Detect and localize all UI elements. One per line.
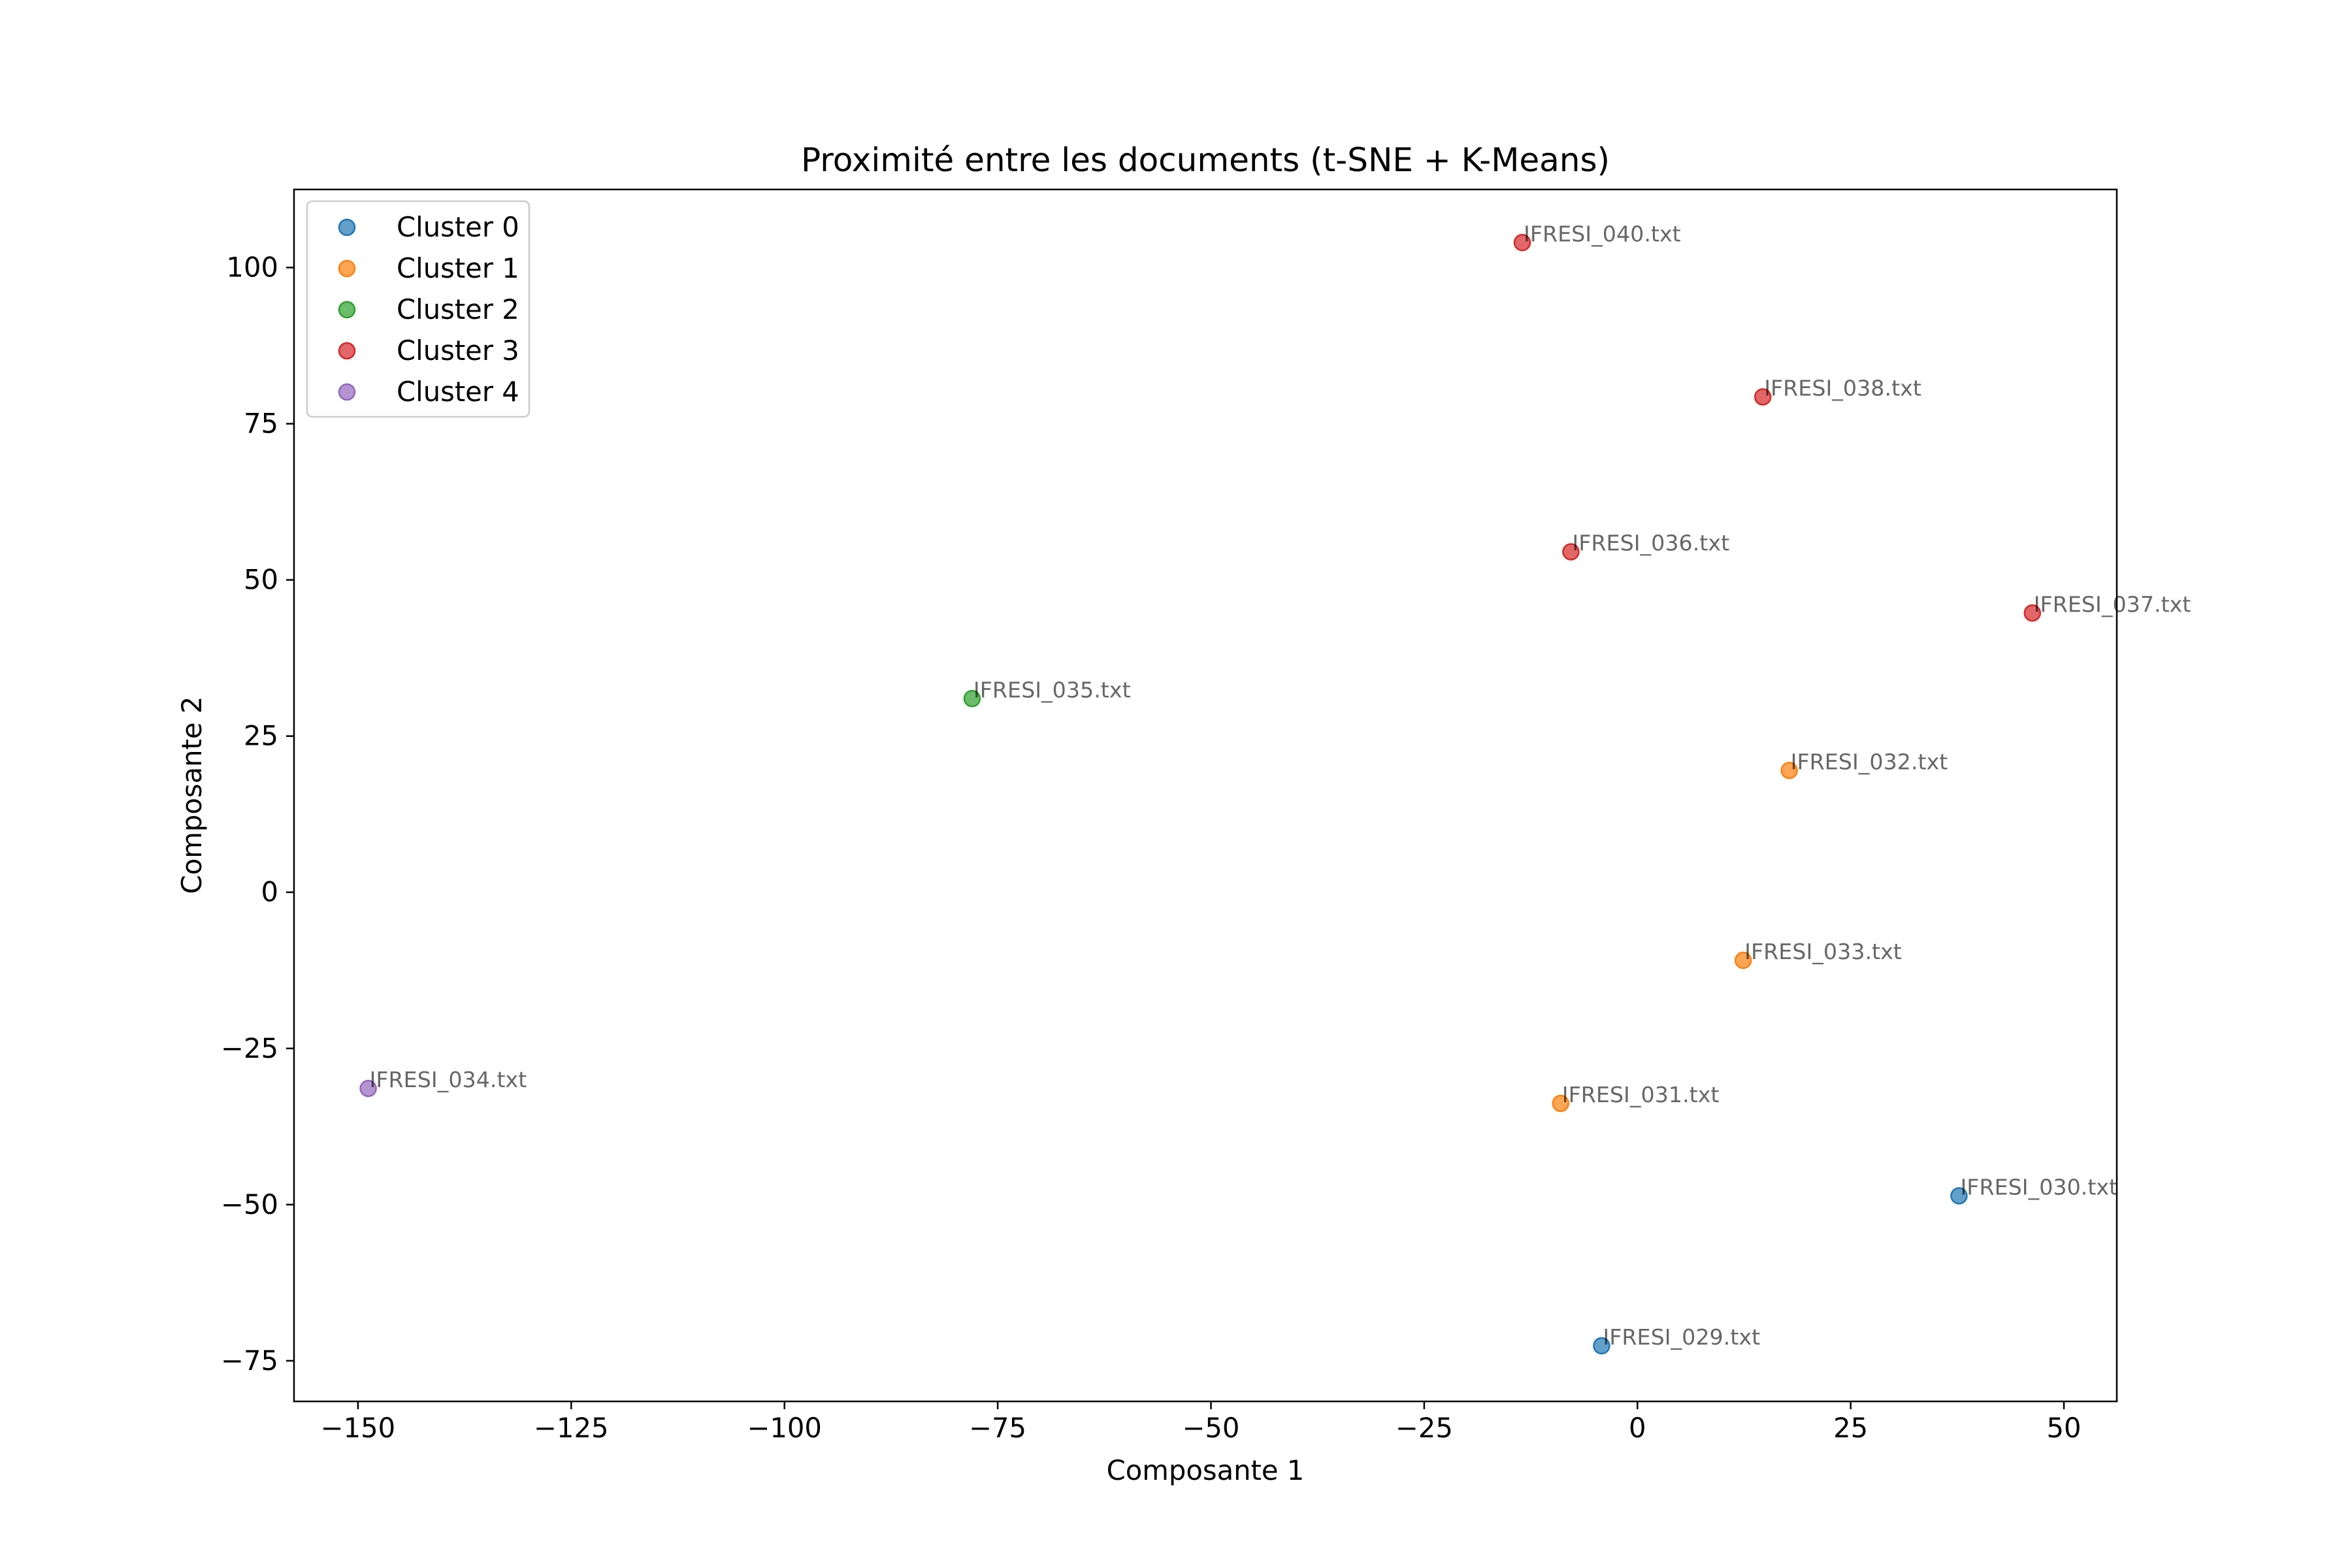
legend-marker <box>338 342 356 360</box>
data-point <box>2023 604 2041 622</box>
data-point <box>1780 762 1798 779</box>
data-point <box>1734 951 1752 970</box>
point-label: IFRESI_035.txt <box>973 677 1131 702</box>
point-label: IFRESI_029.txt <box>1603 1324 1760 1350</box>
point-label: IFRESI_034.txt <box>370 1067 527 1092</box>
y-tick-label: 0 <box>261 876 278 908</box>
legend-label: Cluster 2 <box>397 293 519 325</box>
data-point <box>1562 543 1580 561</box>
data-point <box>1513 234 1531 252</box>
data-point <box>1950 1187 1968 1205</box>
point-labels-layer: IFRESI_030.txt IFRESI_029.txt IFRESI_032.t… <box>370 221 2191 1350</box>
legend-box <box>306 200 531 418</box>
x-tick-label: −25 <box>1396 1412 1453 1444</box>
point-label: IFRESI_038.txt <box>1764 375 1921 400</box>
data-point <box>1754 388 1772 406</box>
x-tick-label: −125 <box>534 1412 609 1444</box>
data-point <box>1593 1337 1610 1355</box>
point-label: IFRESI_030.txt <box>1960 1174 2117 1200</box>
data-point <box>1552 1094 1570 1113</box>
legend-label: Cluster 0 <box>397 211 519 243</box>
x-tick-label: 25 <box>1833 1412 1868 1444</box>
y-axis-ticks: −75 −50 −25 0 25 50 75 100 <box>221 252 294 1377</box>
y-tick-label: 25 <box>244 720 278 752</box>
legend: Cluster 0 Cluster 1 Cluster 2 Cluster 3 Clus… <box>306 200 531 418</box>
y-tick-label: 50 <box>244 564 278 596</box>
legend-marker <box>338 218 356 237</box>
legend-marker <box>338 383 356 401</box>
y-tick-label: −50 <box>221 1188 278 1220</box>
point-label: IFRESI_037.txt <box>2034 591 2191 617</box>
x-axis-title: Composante 1 <box>1107 1454 1305 1486</box>
data-point <box>359 1079 377 1098</box>
plot-area-frame <box>293 188 2118 1403</box>
legend-marker <box>338 259 356 278</box>
x-tick-label: −100 <box>747 1412 822 1444</box>
y-tick-label: 75 <box>244 408 278 440</box>
legend-label: Cluster 4 <box>397 376 519 408</box>
point-label: IFRESI_032.txt <box>1791 749 1948 774</box>
legend-label: Cluster 1 <box>397 252 519 284</box>
point-label: IFRESI_031.txt <box>1562 1082 1720 1107</box>
x-tick-label: 0 <box>1629 1412 1646 1444</box>
chart-title: Proximité entre les documents (t-SNE + K… <box>801 141 1610 179</box>
y-tick-label: −75 <box>221 1345 278 1377</box>
point-label: IFRESI_033.txt <box>1744 939 1902 964</box>
x-axis-ticks: −150 −125 −100 −75 −50 −25 0 25 50 <box>321 1401 2082 1444</box>
legend-marker <box>338 301 356 319</box>
y-axis-title: Composante 2 <box>176 696 208 894</box>
x-tick-label: −75 <box>969 1412 1026 1444</box>
legend-items: Cluster 0 Cluster 1 Cluster 2 Cluster 3 Clus… <box>338 211 519 408</box>
point-label: IFRESI_036.txt <box>1572 531 1729 556</box>
x-tick-label: −50 <box>1182 1412 1239 1444</box>
point-label: IFRESI_040.txt <box>1524 221 1681 246</box>
data-point <box>963 690 981 708</box>
x-tick-label: −150 <box>321 1412 396 1444</box>
legend-label: Cluster 3 <box>397 335 519 367</box>
y-tick-label: −25 <box>221 1032 278 1064</box>
x-tick-label: 50 <box>2047 1412 2082 1444</box>
points-layer <box>359 234 2041 1355</box>
y-tick-label: 100 <box>226 252 278 284</box>
